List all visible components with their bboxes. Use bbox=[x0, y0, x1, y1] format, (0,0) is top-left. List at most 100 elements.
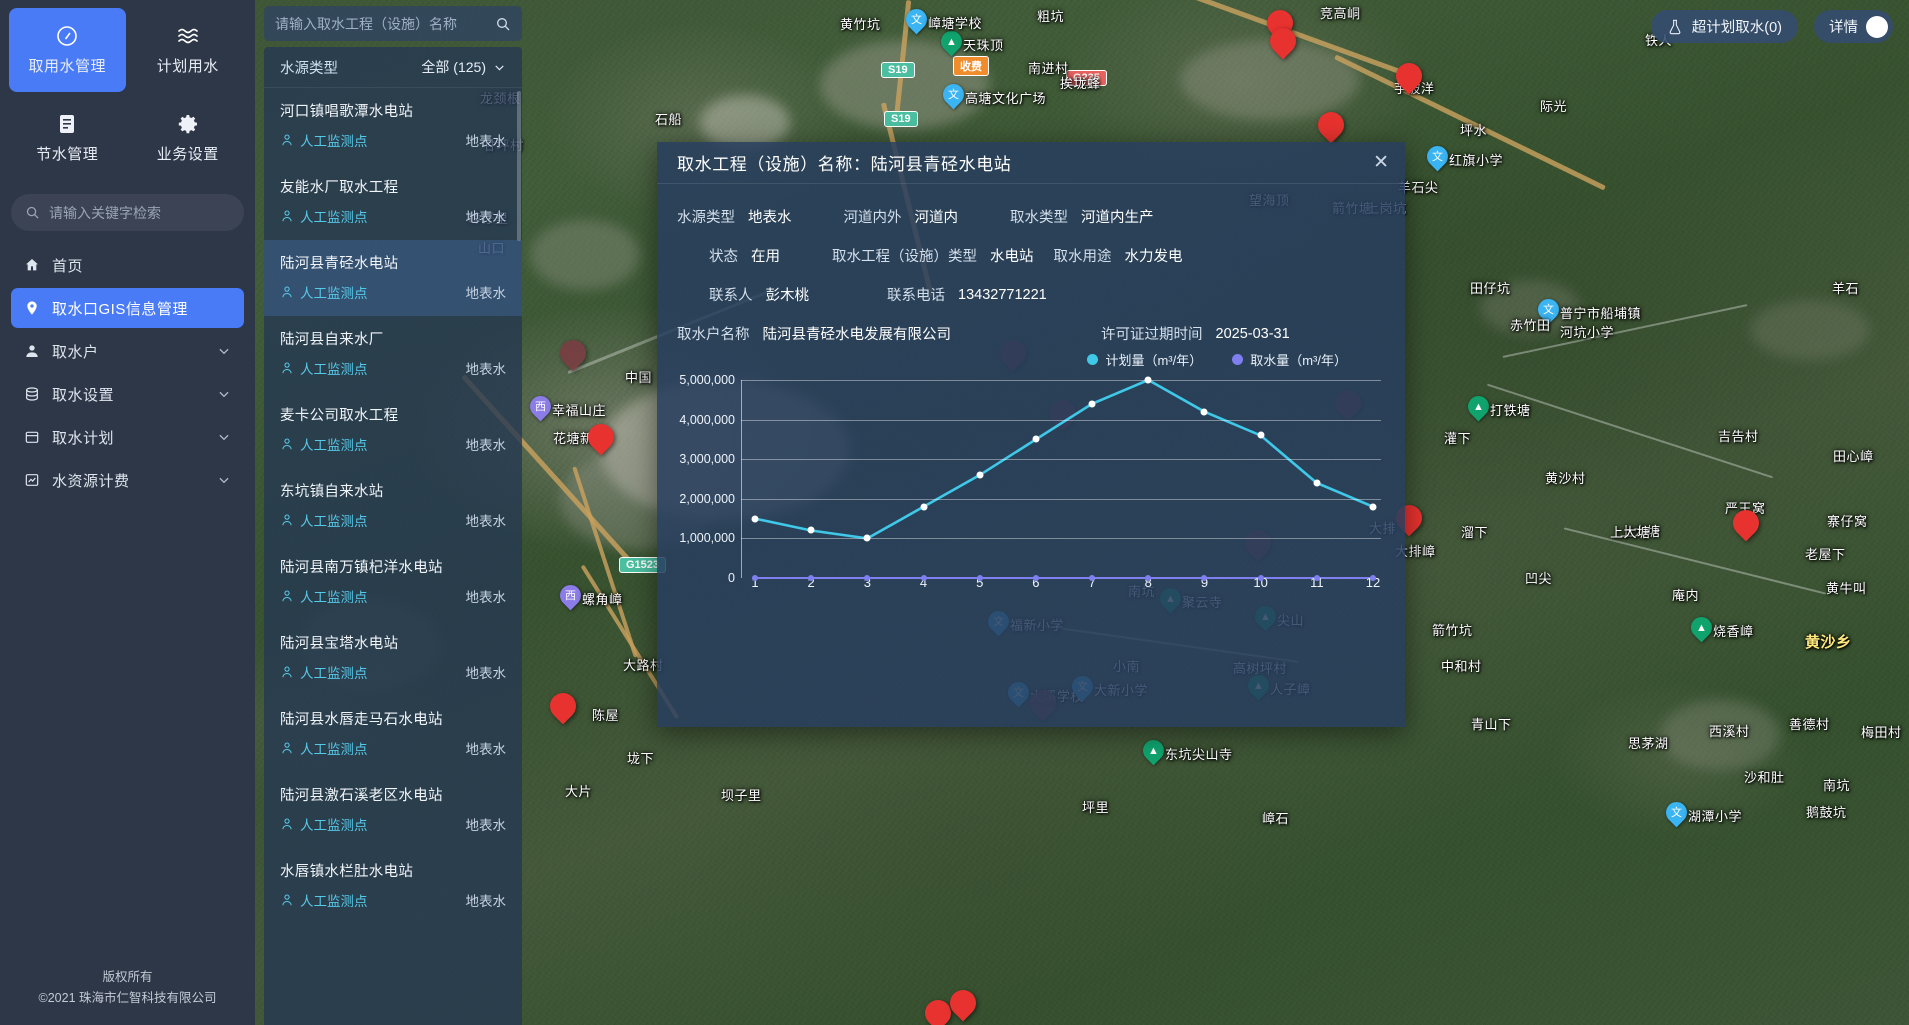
chart-data-point[interactable] bbox=[1144, 376, 1152, 384]
person-icon bbox=[282, 514, 292, 526]
map-poi-purple-icon[interactable]: 西 bbox=[525, 391, 556, 423]
chart-data-point[interactable] bbox=[1313, 479, 1321, 487]
field-value-intake-type: 河道内生产 bbox=[1081, 210, 1154, 226]
filter-value[interactable]: 全部 (125) bbox=[421, 57, 506, 77]
monitor-type: 人工监测点 bbox=[280, 434, 368, 454]
chart-data-point[interactable] bbox=[1089, 575, 1096, 581]
legend-entry[interactable]: 计划量（m³/年） bbox=[1087, 350, 1202, 369]
sidebar-item-water-settings[interactable]: 取水设置 bbox=[11, 374, 244, 414]
intake-list-panel: 请输入取水工程（设施）名称 水源类型 全部 (125) 河口镇唱歌潭水电站 人工监… bbox=[258, 0, 528, 1025]
chart-data-point[interactable] bbox=[920, 503, 928, 511]
chart-data-point[interactable] bbox=[864, 575, 871, 581]
list-item[interactable]: 水唇镇水栏肚水电站 人工监测点 地表水 bbox=[264, 848, 522, 924]
map-poi-blue-icon[interactable]: 文 bbox=[1422, 141, 1453, 173]
map-poi-green-icon[interactable]: ▲ bbox=[1138, 735, 1169, 767]
chart-data-point[interactable] bbox=[1369, 503, 1377, 511]
list-item[interactable]: 东坑镇自来水站 人工监测点 地表水 bbox=[264, 468, 522, 544]
monitor-type-label: 人工监测点 bbox=[300, 362, 368, 377]
sidebar-item-home[interactable]: 首页 bbox=[11, 245, 244, 285]
map-poi-blue-icon[interactable]: 文 bbox=[938, 79, 969, 111]
chart-data-point[interactable] bbox=[1032, 575, 1039, 581]
chart-data-point[interactable] bbox=[752, 575, 758, 581]
detail-toggle[interactable]: 详情 bbox=[1814, 10, 1893, 43]
chart-y-tick-label: 1,000,000 bbox=[679, 531, 735, 546]
list-item-meta: 人工监测点 地表水 bbox=[280, 662, 506, 682]
field-key-water-source-type: 水源类型 bbox=[677, 210, 735, 226]
map-top-controls: 超计划取水(0) 详情 bbox=[1650, 10, 1893, 43]
person-icon bbox=[282, 818, 292, 830]
module-business-settings[interactable]: 业务设置 bbox=[130, 96, 247, 180]
map-poi-green-icon[interactable]: ▲ bbox=[936, 26, 967, 58]
chart-data-point[interactable] bbox=[751, 515, 759, 523]
intake-search-input[interactable]: 请输入取水工程（设施）名称 bbox=[264, 6, 522, 41]
list-item-name: 陆河县宝塔水电站 bbox=[280, 636, 399, 652]
chart-y-tick-label: 4,000,000 bbox=[679, 412, 735, 427]
chart-data-point[interactable] bbox=[1257, 431, 1265, 439]
chart-legend[interactable]: 计划量（m³/年） 取水量（m³/年） bbox=[1087, 350, 1347, 369]
dialog-title: 取水工程（设施）名称：陆河县青硁水电站 bbox=[677, 155, 1012, 174]
monitor-type-label: 人工监测点 bbox=[300, 514, 368, 529]
chart-data-point[interactable] bbox=[976, 575, 983, 581]
map-poi-green-icon[interactable]: ▲ bbox=[1463, 391, 1494, 423]
list-item[interactable]: 陆河县南万镇杞洋水电站 人工监测点 地表水 bbox=[264, 544, 522, 620]
map-poi-green-icon[interactable]: ▲ bbox=[1686, 612, 1717, 644]
chart-gridline bbox=[741, 419, 1381, 421]
chart-data-point[interactable] bbox=[1200, 408, 1208, 416]
chart-data-point[interactable] bbox=[863, 534, 871, 542]
sidebar-item-water-user[interactable]: 取水户 bbox=[11, 331, 244, 371]
list-item[interactable]: 麦卡公司取水工程 人工监测点 地表水 bbox=[264, 392, 522, 468]
sidebar-item-water-billing[interactable]: 水资源计费 bbox=[11, 460, 244, 500]
map-poi-purple-icon[interactable]: 西 bbox=[555, 580, 586, 612]
water-source-label: 地表水 bbox=[465, 894, 507, 909]
list-item[interactable]: 友能水厂取水工程 人工监测点 地表水 bbox=[264, 164, 522, 240]
chart-data-point[interactable] bbox=[808, 575, 815, 581]
sidebar-item-label: 取水户 bbox=[52, 343, 99, 361]
search-icon[interactable] bbox=[495, 16, 511, 32]
overplan-label: 超计划取水(0) bbox=[1691, 20, 1782, 36]
list-item[interactable]: 陆河县激石溪老区水电站 人工监测点 地表水 bbox=[264, 772, 522, 848]
chart-data-point[interactable] bbox=[807, 526, 815, 534]
water-source-type-filter[interactable]: 水源类型 全部 (125) bbox=[264, 47, 522, 88]
sidebar-item-water-plan[interactable]: 取水计划 bbox=[11, 417, 244, 457]
chart-data-point[interactable] bbox=[976, 471, 984, 479]
sidebar-search-input[interactable]: 请输入关键字检索 bbox=[11, 194, 244, 231]
list-item-name: 陆河县激石溪老区水电站 bbox=[280, 788, 443, 804]
person-icon bbox=[282, 286, 292, 298]
module-label: 业务设置 bbox=[156, 146, 219, 163]
module-planned-water[interactable]: 计划用水 bbox=[130, 8, 247, 92]
module-water-use-management[interactable]: 取用水管理 bbox=[9, 8, 126, 92]
map-poi-blue-icon[interactable]: 文 bbox=[901, 4, 932, 36]
list-item[interactable]: 河口镇唱歌潭水电站 人工监测点 地表水 bbox=[264, 88, 522, 164]
chart-data-point[interactable] bbox=[1032, 435, 1040, 443]
chart-data-point[interactable] bbox=[1257, 575, 1264, 581]
intake-list[interactable]: 河口镇唱歌潭水电站 人工监测点 地表水 友能水厂取水工程 人工监测点 地表水 陆河县青硁水电… bbox=[264, 88, 522, 1025]
overplan-intake-button[interactable]: 超计划取水(0) bbox=[1650, 10, 1798, 43]
map-poi-blue-icon[interactable]: 文 bbox=[1661, 797, 1692, 829]
list-item[interactable]: 陆河县水唇走马石水电站 人工监测点 地表水 bbox=[264, 696, 522, 772]
list-item[interactable]: 陆河县青硁水电站 人工监测点 地表水 bbox=[264, 240, 522, 316]
toggle-knob[interactable] bbox=[1866, 15, 1888, 38]
sidebar-search-placeholder: 请输入关键字检索 bbox=[49, 204, 161, 221]
chart-data-point[interactable] bbox=[1201, 575, 1208, 581]
monitor-type: 人工监测点 bbox=[280, 130, 368, 150]
legend-entry[interactable]: 取水量（m³/年） bbox=[1232, 350, 1347, 369]
list-item-name: 陆河县青硁水电站 bbox=[280, 256, 399, 272]
chart-data-point[interactable] bbox=[1370, 575, 1376, 581]
chart-data-point[interactable] bbox=[1088, 400, 1096, 408]
field-value-phone: 13432771221 bbox=[958, 286, 1047, 303]
sidebar-item-gis-management[interactable]: 取水口GIS信息管理 bbox=[11, 288, 244, 328]
chart-data-point[interactable] bbox=[1145, 575, 1152, 581]
monitor-type: 人工监测点 bbox=[280, 206, 368, 226]
close-icon[interactable]: ✕ bbox=[1373, 152, 1389, 173]
module-water-saving-management[interactable]: 节水管理 bbox=[9, 96, 126, 180]
chart-data-point[interactable] bbox=[1313, 575, 1320, 581]
list-item[interactable]: 陆河县自来水厂 人工监测点 地表水 bbox=[264, 316, 522, 392]
chevron-down-icon bbox=[219, 477, 229, 484]
chart-data-point[interactable] bbox=[920, 575, 927, 581]
field-key-phone: 联系电话 bbox=[887, 288, 945, 304]
list-scrollbar[interactable] bbox=[517, 91, 521, 241]
field-key-contact: 联系人 bbox=[709, 288, 753, 304]
list-item[interactable]: 陆河县宝塔水电站人工监测点 地表水 bbox=[264, 620, 522, 696]
map-poi-blue-icon[interactable]: 文 bbox=[1533, 294, 1564, 326]
